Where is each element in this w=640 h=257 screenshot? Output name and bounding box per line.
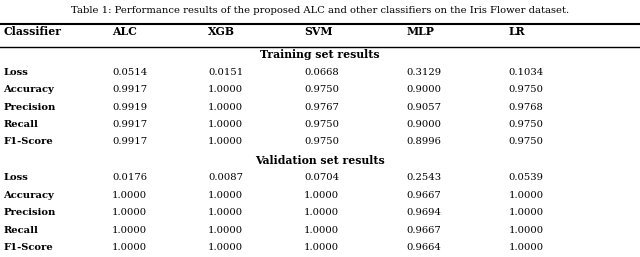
Text: 0.9767: 0.9767	[304, 103, 339, 112]
Text: 0.3129: 0.3129	[406, 68, 442, 77]
Text: 1.0000: 1.0000	[208, 243, 243, 252]
Text: 0.9750: 0.9750	[304, 120, 339, 129]
Text: F1-Score: F1-Score	[3, 243, 53, 252]
Text: Accuracy: Accuracy	[3, 85, 54, 94]
Text: Classifier: Classifier	[3, 26, 61, 37]
Text: 0.9664: 0.9664	[406, 243, 441, 252]
Text: Precision: Precision	[3, 103, 56, 112]
Text: Loss: Loss	[3, 173, 28, 182]
Text: 0.0151: 0.0151	[208, 68, 243, 77]
Text: 0.0539: 0.0539	[509, 173, 544, 182]
Text: 1.0000: 1.0000	[509, 243, 544, 252]
Text: ALC: ALC	[112, 26, 137, 37]
Text: 1.0000: 1.0000	[304, 208, 339, 217]
Text: XGB: XGB	[208, 26, 235, 37]
Text: LR: LR	[509, 26, 525, 37]
Text: 1.0000: 1.0000	[509, 191, 544, 200]
Text: 0.9750: 0.9750	[304, 137, 339, 146]
Text: 0.9000: 0.9000	[406, 120, 442, 129]
Text: 0.9750: 0.9750	[509, 120, 544, 129]
Text: 0.0668: 0.0668	[304, 68, 339, 77]
Text: 0.2543: 0.2543	[406, 173, 442, 182]
Text: 1.0000: 1.0000	[208, 85, 243, 94]
Text: 1.0000: 1.0000	[208, 208, 243, 217]
Text: 0.9000: 0.9000	[406, 85, 442, 94]
Text: 1.0000: 1.0000	[208, 191, 243, 200]
Text: 0.9750: 0.9750	[509, 137, 544, 146]
Text: 1.0000: 1.0000	[208, 103, 243, 112]
Text: 0.9057: 0.9057	[406, 103, 442, 112]
Text: 1.0000: 1.0000	[304, 191, 339, 200]
Text: 1.0000: 1.0000	[112, 208, 147, 217]
Text: 0.1034: 0.1034	[509, 68, 544, 77]
Text: 0.9917: 0.9917	[112, 120, 147, 129]
Text: Precision: Precision	[3, 208, 56, 217]
Text: 1.0000: 1.0000	[304, 226, 339, 235]
Text: Table 1: Performance results of the proposed ALC and other classifiers on the Ir: Table 1: Performance results of the prop…	[71, 6, 569, 15]
Text: 0.9667: 0.9667	[406, 226, 441, 235]
Text: 0.9917: 0.9917	[112, 85, 147, 94]
Text: 1.0000: 1.0000	[112, 226, 147, 235]
Text: Loss: Loss	[3, 68, 28, 77]
Text: Training set results: Training set results	[260, 49, 380, 60]
Text: 1.0000: 1.0000	[208, 137, 243, 146]
Text: 0.9694: 0.9694	[406, 208, 442, 217]
Text: 0.9750: 0.9750	[304, 85, 339, 94]
Text: 0.9917: 0.9917	[112, 137, 147, 146]
Text: 0.0176: 0.0176	[112, 173, 147, 182]
Text: Accuracy: Accuracy	[3, 191, 54, 200]
Text: 0.9919: 0.9919	[112, 103, 147, 112]
Text: 1.0000: 1.0000	[208, 226, 243, 235]
Text: Recall: Recall	[3, 226, 38, 235]
Text: MLP: MLP	[406, 26, 435, 37]
Text: 1.0000: 1.0000	[509, 226, 544, 235]
Text: 0.9750: 0.9750	[509, 85, 544, 94]
Text: 0.0514: 0.0514	[112, 68, 147, 77]
Text: 0.0087: 0.0087	[208, 173, 243, 182]
Text: F1-Score: F1-Score	[3, 137, 53, 146]
Text: 0.9768: 0.9768	[509, 103, 543, 112]
Text: SVM: SVM	[304, 26, 333, 37]
Text: 1.0000: 1.0000	[112, 191, 147, 200]
Text: 1.0000: 1.0000	[509, 208, 544, 217]
Text: Recall: Recall	[3, 120, 38, 129]
Text: 1.0000: 1.0000	[208, 120, 243, 129]
Text: 1.0000: 1.0000	[112, 243, 147, 252]
Text: Validation set results: Validation set results	[255, 155, 385, 166]
Text: 1.0000: 1.0000	[304, 243, 339, 252]
Text: 0.0704: 0.0704	[304, 173, 339, 182]
Text: 0.9667: 0.9667	[406, 191, 441, 200]
Text: 0.8996: 0.8996	[406, 137, 441, 146]
